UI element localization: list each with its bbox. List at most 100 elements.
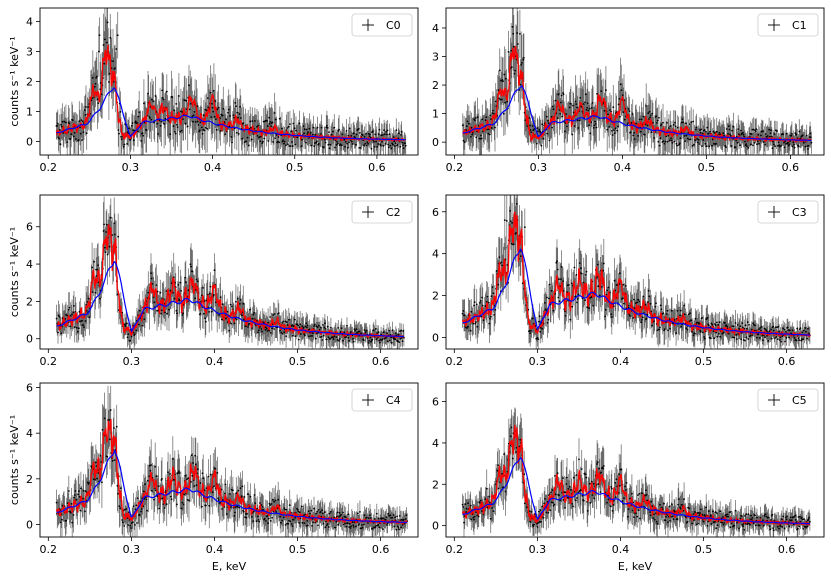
panel-c4-data-point (61, 518, 63, 521)
panel-c0-data-point (85, 132, 88, 135)
panel-c3-data-point (475, 303, 478, 306)
panel-c4-data-point (186, 478, 188, 481)
panel-c0-data-point (278, 141, 281, 144)
panel-c1-data-point (692, 120, 695, 123)
panel-c4-data-point (285, 508, 288, 511)
panel-c2-data-point (304, 334, 306, 337)
panel-c1-x-tick-label: 0.2 (446, 161, 464, 174)
panel-c3-data-point (548, 283, 551, 286)
panel-c2-data-point (126, 322, 128, 325)
panel-c4-data-point (157, 485, 160, 487)
panel-c4-data-point (70, 503, 73, 505)
panel-c0-data-point (292, 122, 295, 125)
panel-c0-data-point (267, 140, 270, 142)
panel-c2-y-axis-label: counts s⁻¹ keV⁻¹ (8, 227, 21, 317)
panel-c1-y-tick-label: 4 (432, 22, 439, 35)
panel-c1-data-point (660, 123, 663, 126)
panel-c3-data-point (732, 325, 735, 328)
panel-c1-data-point (673, 140, 676, 143)
panel-c4-data-series (55, 385, 409, 537)
panel-c0-data-point (326, 127, 329, 129)
panel-c0-data-point (59, 143, 62, 146)
panel-c0-data-point (338, 128, 340, 131)
panel-c3-data-point (742, 339, 745, 341)
panel-c1-data-point (628, 110, 631, 112)
panel-c3-data-point (748, 324, 750, 326)
panel-c1-data-point (498, 69, 501, 72)
panel-c1-data-point (502, 80, 504, 83)
panel-c0-data-point (273, 112, 276, 114)
panel-c2-data-point (371, 338, 374, 341)
panel-c4-data-point (284, 524, 287, 526)
panel-c4-data-point (178, 472, 181, 474)
panel-c4-data-point (176, 503, 178, 506)
panel-c4-data-point (101, 481, 103, 484)
panel-c0-data-point (213, 90, 215, 92)
panel-c4-data-point (79, 509, 82, 512)
panel-c4-data-point (207, 475, 210, 478)
panel-c3-data-point (494, 308, 497, 311)
panel-c1-data-point (785, 132, 788, 135)
panel-c0-data-point (271, 121, 274, 124)
panel-c1-x-tick-label: 0.6 (782, 161, 800, 174)
panel-c4-data-point (232, 489, 234, 492)
panel-c3-data-point (774, 337, 776, 339)
panel-c2-data-point (321, 339, 324, 341)
panel-c0-data-point (123, 143, 126, 146)
panel-c4-data-point (146, 509, 149, 512)
panel-c3-data-point (798, 339, 801, 341)
panel-c3-continuum-line (462, 248, 810, 336)
panel-c3-data-point (556, 268, 559, 271)
panel-c3-data-point (780, 340, 782, 343)
panel-c0-data-point (98, 34, 101, 36)
panel-c0-legend-label: C0 (386, 19, 401, 32)
panel-c0-data-point (231, 141, 234, 144)
panel-c1: 0.2 0.3 0.4 0.5 0.6 0 1 2 3 4 C1 (432, 7, 825, 174)
panel-c1-data-point (551, 126, 553, 129)
panel-c3-data-point (641, 316, 644, 319)
panel-c0-data-point (224, 133, 227, 136)
panel-c2-data-point (103, 223, 105, 226)
panel-c2-legend-label: C2 (386, 206, 401, 219)
panel-c2-legend-box (351, 200, 413, 224)
panel-c1-data-point (548, 139, 551, 142)
panel-c4-data-point (284, 508, 286, 511)
panel-c0-data-point (209, 91, 212, 94)
panel-c2-x-tick-label: 0.3 (123, 355, 141, 368)
panel-c3-data-point (473, 301, 476, 303)
panel-c1-data-point (732, 125, 735, 128)
panel-c3-data-point (718, 321, 721, 324)
panel-c4-data-point (123, 525, 126, 527)
panel-c2-data-point (329, 338, 332, 340)
panel-c3-x-tick-label: 0.2 (446, 355, 464, 368)
panel-c3-y-tick-label: 2 (432, 290, 439, 303)
panel-c2-data-point (330, 326, 332, 329)
panel-c2-plot-area (55, 196, 405, 349)
panel-c0-data-point (119, 111, 122, 113)
panel-c3-data-point (655, 302, 657, 305)
panel-c3-data-point (671, 309, 673, 312)
panel-c2-data-point (165, 290, 168, 292)
panel-c0-data-point (175, 103, 178, 105)
panel-c1-data-point (474, 117, 477, 119)
panel-c1-data-point (535, 142, 538, 145)
panel-c2-data-point (281, 333, 284, 335)
panel-c1-data-point (650, 131, 653, 134)
panel-c1-data-point (656, 119, 659, 122)
panel-c1-data-point (523, 57, 525, 59)
panel-c0: 0.2 0.3 0.4 0.5 0.6 0 1 2 3 4 C0 counts s⁻¹ keV⁻¹ (8, 7, 419, 174)
panel-c4-data-point (216, 472, 219, 474)
panel-c3-data-point (625, 285, 627, 287)
panel-c2-data-point (352, 340, 355, 343)
panel-c1-data-point (562, 93, 565, 96)
panel-c0-data-point (309, 131, 312, 134)
panel-c3-y-tick-label: 0 (432, 331, 439, 344)
panel-c1-data-point (793, 146, 796, 149)
panel-c0-data-point (250, 138, 253, 141)
panel-c2-data-point (57, 331, 59, 334)
panel-c2-data-point (324, 327, 327, 330)
panel-c3-data-point (469, 329, 472, 332)
panel-c1-y-tick-label: 3 (432, 51, 439, 64)
panel-c3-data-point (537, 338, 540, 340)
